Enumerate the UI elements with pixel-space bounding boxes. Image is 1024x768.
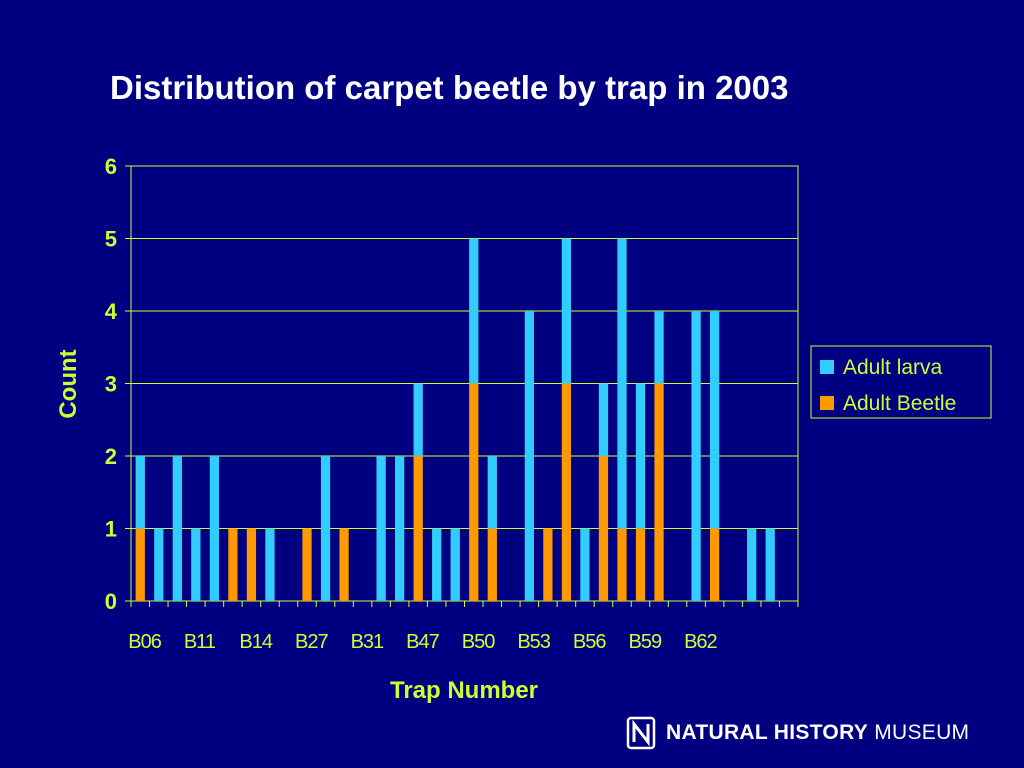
x-tick-label: B62 — [684, 631, 717, 653]
bar-adult-beetle — [413, 456, 423, 601]
bar-group — [135, 238, 775, 601]
x-tick-label: B53 — [517, 631, 550, 653]
bar-adult-larva — [765, 528, 775, 601]
x-axis-title: Trap Number — [390, 677, 538, 704]
x-tick-label: B50 — [462, 631, 495, 653]
bar-adult-larva — [469, 238, 479, 384]
x-tick-label: B14 — [239, 631, 272, 653]
bar-adult-larva — [154, 528, 164, 601]
bar-adult-larva — [395, 456, 405, 601]
bar-adult-beetle — [543, 528, 553, 601]
bar-adult-beetle — [617, 528, 627, 601]
bar-adult-beetle — [487, 528, 497, 601]
x-tick-label: B47 — [406, 631, 439, 653]
bar-adult-larva — [320, 456, 331, 601]
bar-adult-beetle — [654, 383, 664, 601]
x-tick-label: B11 — [184, 631, 216, 653]
bar-adult-larva — [635, 383, 646, 529]
bar-adult-larva — [135, 456, 145, 529]
x-tick-label: B56 — [573, 631, 606, 653]
bar-adult-larva — [487, 456, 497, 529]
legend-box — [810, 345, 992, 419]
bar-adult-beetle — [302, 528, 312, 601]
bar-adult-beetle — [635, 528, 646, 601]
bar-adult-beetle — [469, 383, 479, 601]
bar-adult-larva — [598, 383, 609, 456]
bar-adult-larva — [617, 238, 627, 529]
x-tick-label: B06 — [128, 631, 161, 653]
bar-adult-beetle — [228, 528, 238, 601]
y-tick-label: 5 — [105, 227, 117, 252]
bar-adult-larva — [747, 528, 757, 601]
bar-adult-larva — [265, 528, 275, 601]
bar-adult-larva — [413, 383, 423, 456]
y-tick-label: 1 — [105, 517, 117, 542]
bar-adult-beetle — [598, 456, 609, 601]
bar-adult-larva — [524, 311, 534, 601]
x-tick-label: B59 — [629, 631, 662, 653]
bar-adult-larva — [580, 528, 590, 601]
legend: Adult larva Adult Beetle — [810, 345, 992, 419]
y-tick-label: 6 — [105, 154, 117, 179]
y-tick-label: 2 — [105, 444, 117, 469]
logo-text-bold: NATURAL HISTORY — [666, 721, 869, 744]
bar-adult-larva — [191, 528, 201, 601]
bar-adult-beetle — [246, 528, 257, 601]
x-tick-label: B31 — [351, 631, 384, 653]
bar-adult-larva — [709, 311, 720, 529]
x-tick-label: B27 — [295, 631, 328, 653]
bar-adult-larva — [654, 311, 664, 384]
legend-swatch — [820, 360, 834, 374]
museum-logo-icon — [626, 716, 656, 750]
legend-swatch — [820, 396, 834, 410]
museum-logo-text: NATURAL HISTORY MUSEUM — [666, 721, 969, 745]
slide-title: Distribution of carpet beetle by trap in… — [110, 69, 789, 106]
legend-label: Adult larva — [843, 356, 943, 379]
bar-adult-beetle — [561, 383, 572, 601]
axes: 0 1 2 3 4 5 6 B06 B11 B14 B27 B31 B47 B50 B53 B56 B59 B62 — [105, 154, 799, 653]
logo-text-light: MUSEUM — [874, 721, 970, 744]
museum-logo: NATURAL HISTORY MUSEUM — [626, 716, 969, 750]
y-tick-label: 3 — [105, 372, 117, 397]
y-tick-label: 0 — [105, 589, 117, 614]
bar-adult-larva — [432, 528, 442, 601]
bar-adult-larva — [376, 456, 386, 601]
bar-adult-larva — [691, 311, 701, 601]
y-tick-label: 4 — [105, 299, 118, 324]
bar-adult-beetle — [709, 528, 720, 601]
bar-adult-larva — [450, 528, 460, 601]
legend-label: Adult Beetle — [843, 392, 956, 415]
y-axis-title: Count — [55, 349, 82, 418]
bar-adult-beetle — [135, 528, 145, 601]
bar-adult-larva — [209, 456, 220, 601]
bar-adult-larva — [561, 238, 572, 384]
bar-adult-larva — [172, 456, 182, 601]
bar-adult-beetle — [339, 528, 349, 601]
